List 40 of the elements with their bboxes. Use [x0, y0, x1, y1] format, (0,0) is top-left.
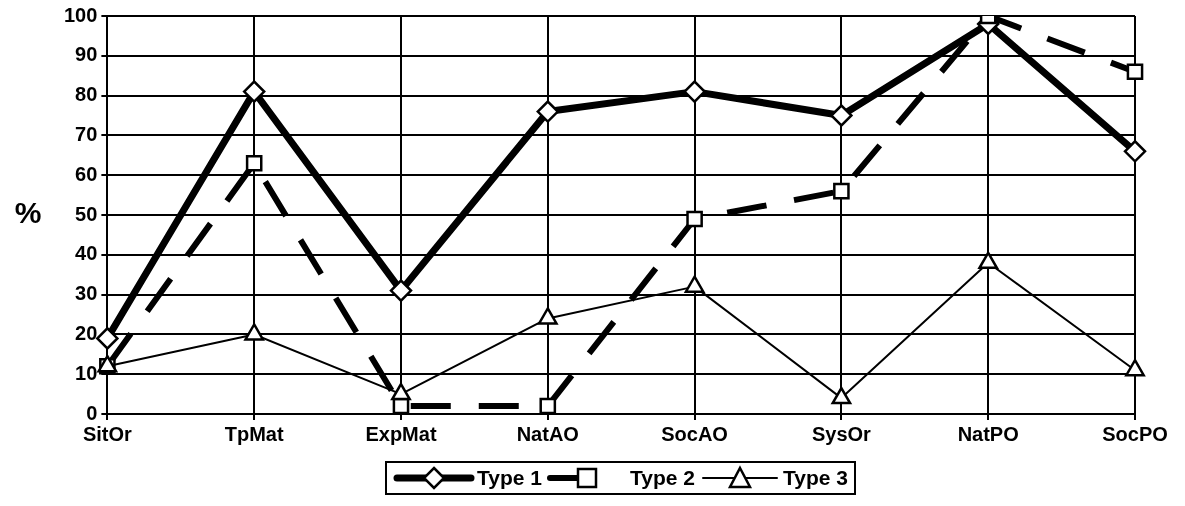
point — [1126, 63, 1144, 81]
x-tick-label: ExpMat — [365, 422, 437, 445]
y-tick-label: 10 — [75, 361, 98, 384]
y-tick-label: 60 — [75, 162, 98, 185]
y-tick-label: 50 — [75, 202, 98, 225]
y-tick-label: 80 — [75, 83, 98, 106]
point — [683, 80, 706, 103]
y-tick-label: 40 — [75, 242, 98, 265]
y-tick-label: 30 — [75, 282, 98, 305]
legend-label: Type 3 — [782, 466, 848, 490]
point — [686, 210, 703, 228]
x-tick-label: SitOr — [82, 422, 133, 445]
y-tick-label: 0 — [86, 401, 98, 424]
point — [245, 154, 263, 172]
x-tick-label: SocAO — [661, 422, 728, 445]
point — [831, 386, 852, 405]
x-tick-label: NatPO — [957, 422, 1019, 445]
x-tick-label: TpMat — [224, 422, 284, 445]
y-tick-label: 70 — [75, 122, 98, 145]
point — [978, 251, 999, 270]
point — [536, 100, 560, 123]
point — [389, 279, 413, 302]
y-tick-label: 90 — [75, 43, 98, 66]
legend-label: Type 2 — [629, 466, 695, 490]
point — [537, 307, 558, 325]
legend-label: Type 1 — [477, 466, 542, 490]
point — [244, 323, 265, 341]
y-tick-label: 20 — [75, 321, 98, 344]
point — [1123, 140, 1147, 163]
y-axis-title: % — [14, 196, 42, 230]
point — [830, 104, 853, 127]
point — [684, 275, 705, 293]
x-tick-label: SocPO — [1102, 422, 1168, 445]
point — [242, 80, 266, 103]
point — [1125, 358, 1145, 377]
point — [391, 382, 411, 401]
x-tick-label: NatAO — [516, 422, 579, 445]
x-tick-label: SysOr — [811, 422, 872, 445]
y-tick-label: 100 — [63, 3, 98, 26]
point — [833, 182, 850, 200]
